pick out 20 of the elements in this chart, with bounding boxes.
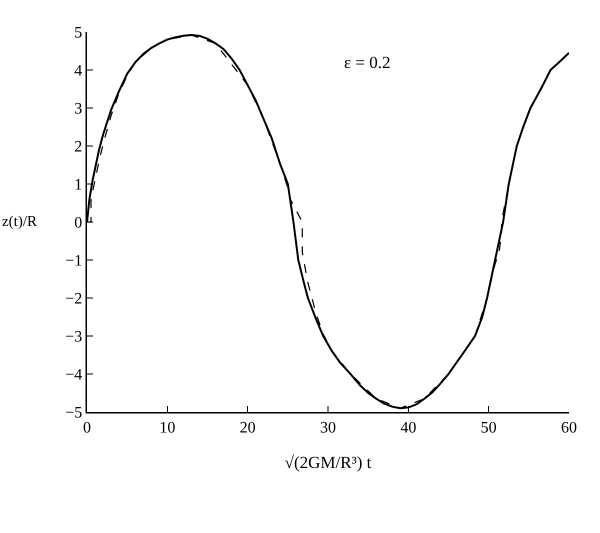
y-tick-label: 2 bbox=[74, 138, 82, 156]
y-tick-label: −5 bbox=[65, 404, 82, 422]
x-tick-label: 30 bbox=[320, 420, 336, 437]
y-tick-label: 5 bbox=[74, 24, 82, 42]
y-tick-label: −1 bbox=[65, 252, 82, 270]
x-tick-label: 50 bbox=[480, 420, 497, 437]
x-axis-title: √(2GM/R³) t bbox=[284, 452, 372, 472]
y-tick-label: 0 bbox=[74, 214, 82, 232]
y-tick-label: 4 bbox=[74, 62, 82, 80]
y-tick-label: 3 bbox=[74, 100, 82, 118]
y-tick-label: −4 bbox=[65, 366, 82, 384]
y-tick-label: 1 bbox=[74, 176, 82, 194]
y-axis-title: z(t)/R bbox=[2, 214, 37, 230]
x-tick-label: 60 bbox=[561, 420, 577, 437]
x-tick-label: 10 bbox=[159, 420, 176, 437]
x-tick-label: 40 bbox=[400, 420, 416, 437]
y-tick-label: −3 bbox=[65, 328, 82, 346]
annotation: ε = 0.2 bbox=[344, 53, 390, 72]
x-tick-label: 20 bbox=[240, 420, 256, 437]
y-tick-label: −2 bbox=[65, 290, 82, 308]
